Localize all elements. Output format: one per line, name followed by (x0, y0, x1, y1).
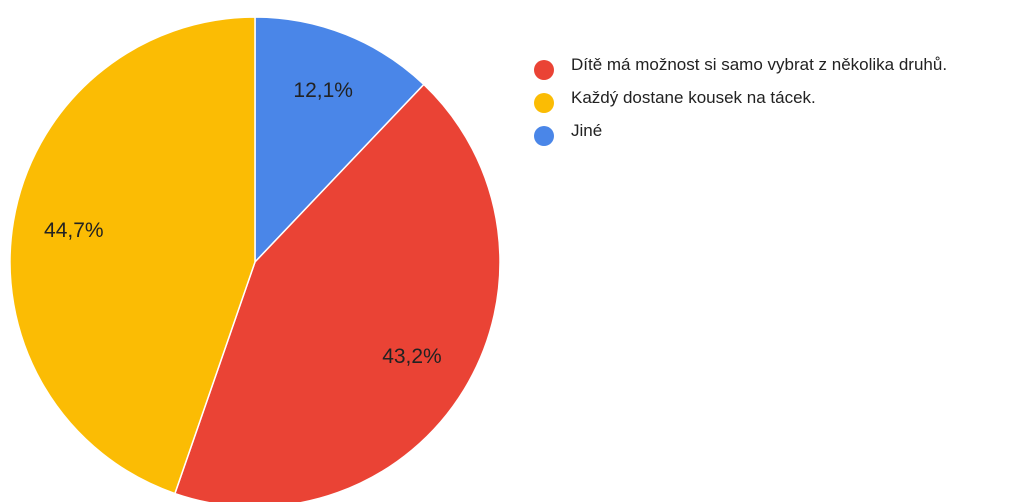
legend: Dítě má možnost si samo vybrat z několik… (534, 56, 1004, 155)
slice-label: 12,1% (293, 79, 353, 102)
chart: 12,1% 43,2% 44,7% (9, 16, 501, 502)
legend-item: Každý dostane kousek na tácek. (534, 88, 1011, 113)
slice-label: 44,7% (44, 219, 104, 242)
legend-swatch (534, 60, 554, 80)
legend-item: Dítě má možnost si samo vybrat z několik… (534, 55, 1011, 80)
legend-swatch (534, 126, 554, 146)
legend-label: Jiné (571, 121, 603, 140)
legend-item: Jiné (534, 121, 1011, 146)
slice-label: 43,2% (382, 345, 442, 368)
legend-swatch (534, 93, 554, 113)
pie-slice (254, 16, 425, 264)
legend-label: Dítě má možnost si samo vybrat z několik… (571, 55, 948, 74)
pie-slice (9, 16, 256, 495)
pie-slice (173, 83, 501, 502)
legend-label: Každý dostane kousek na tácek. (571, 88, 816, 107)
